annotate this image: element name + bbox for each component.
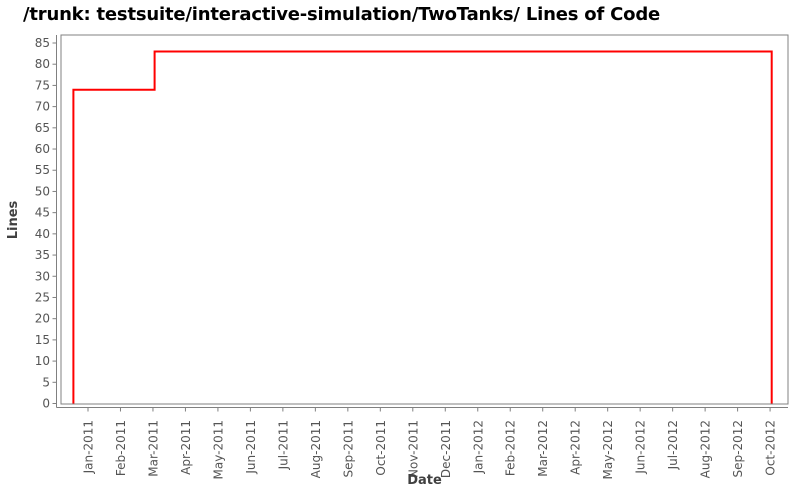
x-tick-label: Jul-2011 (276, 420, 290, 470)
y-tick-label: 25 (35, 290, 50, 304)
x-tick-label: Feb-2011 (114, 420, 128, 476)
x-tick-label: Feb-2012 (504, 420, 518, 476)
x-tick-label: Jan-2012 (471, 420, 485, 474)
y-tick-label: 75 (35, 78, 50, 92)
y-tick-label: 55 (35, 163, 50, 177)
y-tick-label: 40 (35, 227, 50, 241)
x-tick-label: Sep-2012 (731, 420, 745, 478)
x-tick-label: Apr-2011 (179, 420, 193, 475)
y-tick-label: 10 (35, 354, 50, 368)
x-tick-label: Aug-2012 (699, 420, 713, 478)
y-tick-label: 60 (35, 142, 50, 156)
y-tick-label: 15 (35, 333, 50, 347)
y-tick-label: 20 (35, 312, 50, 326)
y-tick-label: 35 (35, 248, 50, 262)
x-tick-label: Nov-2011 (406, 420, 420, 478)
x-tick-label: Aug-2011 (309, 420, 323, 478)
x-tick-label: May-2011 (211, 420, 225, 479)
plot-border (60, 34, 789, 405)
series-line (72, 50, 773, 404)
y-tick-label: 30 (35, 269, 50, 283)
x-tick-label: Jul-2012 (666, 420, 680, 470)
y-tick-label: 45 (35, 206, 50, 220)
y-axis-title: Lines (6, 200, 21, 240)
x-axis-title: Date (407, 473, 442, 488)
x-tick-label: Mar-2011 (146, 420, 160, 477)
y-tick-label: 80 (35, 57, 50, 71)
y-tick-label: 70 (35, 100, 50, 114)
y-tick-label: 85 (35, 36, 50, 50)
x-tick-label: Oct-2011 (374, 420, 388, 476)
y-tick-label: 50 (35, 184, 50, 198)
y-tick-label: 65 (35, 121, 50, 135)
x-tick-label: Jun-2012 (634, 420, 648, 475)
x-tick-label: Oct-2012 (764, 420, 778, 476)
x-tick-label: Mar-2012 (536, 420, 550, 477)
chart-title: /trunk: testsuite/interactive-simulation… (23, 4, 661, 25)
x-tick-label: Jan-2011 (82, 420, 96, 474)
x-tick-label: May-2012 (601, 420, 615, 479)
x-tick-label: Dec-2011 (439, 420, 453, 478)
x-tick-label: Apr-2012 (569, 420, 583, 475)
x-tick-label: Jun-2011 (244, 420, 258, 475)
x-tick-label: Sep-2011 (341, 420, 355, 478)
y-tick-label: 0 (42, 397, 50, 411)
y-tick-label: 5 (42, 375, 50, 389)
